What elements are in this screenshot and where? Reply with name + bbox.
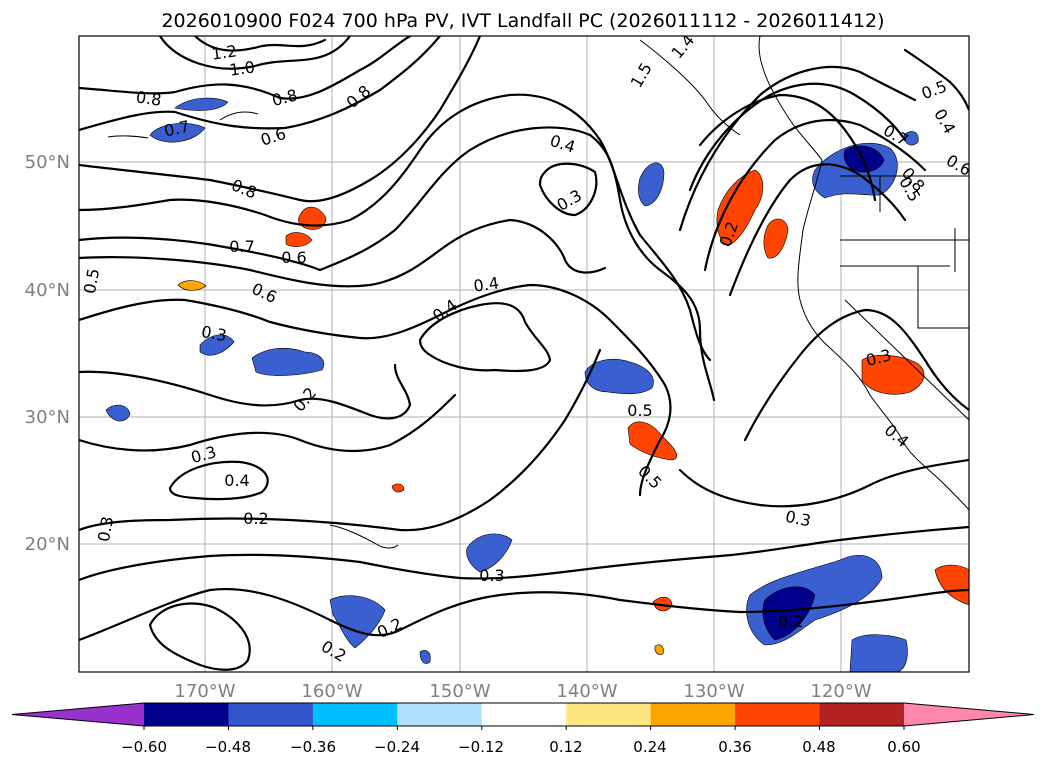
pc-positive-region bbox=[298, 206, 327, 230]
contour-label: 0.8 bbox=[135, 87, 163, 109]
pc-positive-region bbox=[654, 644, 664, 655]
colorbar-tick-label: −0.24 bbox=[374, 738, 420, 756]
lat-label: 20°N bbox=[25, 534, 70, 555]
pc-negative-region bbox=[149, 122, 206, 143]
pc-negative-region bbox=[419, 650, 431, 664]
contour-label: 0.2 bbox=[243, 509, 268, 528]
colorbar-tick-label: −0.36 bbox=[290, 738, 336, 756]
lon-label: 150°W bbox=[429, 681, 490, 702]
colorbar-segment bbox=[228, 703, 314, 726]
coastlines bbox=[107, 36, 969, 549]
colorbar-tick-label: 0.36 bbox=[718, 738, 751, 756]
contour-label: 0.7 bbox=[162, 117, 191, 141]
lon-label: 120°W bbox=[810, 681, 871, 702]
pc-negative-region bbox=[174, 97, 229, 111]
latitude-labels: 50°N 40°N 30°N 20°N bbox=[25, 152, 70, 555]
lat-label: 40°N bbox=[25, 280, 70, 301]
lon-label: 170°W bbox=[174, 681, 235, 702]
contour-label: 0.7 bbox=[229, 237, 254, 256]
pc-positive-region bbox=[716, 169, 764, 247]
colorbar-tick-label: −0.48 bbox=[205, 738, 251, 756]
pc-positive-region bbox=[763, 218, 789, 259]
pc-negative-region bbox=[903, 131, 919, 146]
colorbar-segment bbox=[819, 703, 905, 726]
colorbar-segment bbox=[481, 703, 567, 726]
colorbar-tick-label: −0.60 bbox=[121, 738, 167, 756]
colorbar-segment bbox=[735, 703, 821, 726]
contour-label: 1.0 bbox=[228, 57, 256, 79]
map-frame bbox=[78, 35, 970, 673]
pc-negative-region bbox=[638, 162, 665, 207]
map-panel: 1.2 1.0 0.8 0.8 0.8 0.7 0.6 0.8 0.7 0.6 … bbox=[78, 35, 970, 673]
pc-negative-region bbox=[584, 359, 654, 395]
pc-negative-region bbox=[843, 145, 885, 173]
colorbar-tick-label: 0.48 bbox=[802, 738, 835, 756]
pc-positive-region bbox=[861, 354, 925, 395]
colorbar-segment bbox=[397, 703, 483, 726]
lat-label: 50°N bbox=[25, 152, 70, 173]
colorbar-tick-label: 0.24 bbox=[633, 738, 666, 756]
pc-shading bbox=[105, 97, 969, 672]
colorbar-extend-high bbox=[903, 703, 1034, 726]
lat-label: 30°N bbox=[25, 407, 70, 428]
colorbar-tick-label: −0.12 bbox=[458, 738, 504, 756]
map-title: 2026010900 F024 700 hPa PV, IVT Landfall… bbox=[161, 10, 884, 32]
lon-label: 160°W bbox=[301, 681, 362, 702]
contour-label: 0.5 bbox=[80, 267, 103, 295]
colorbar-segments bbox=[11, 702, 1035, 730]
contour-label: 0.3 bbox=[200, 322, 228, 345]
pc-negative-region bbox=[105, 404, 131, 422]
contour-label: 0.3 bbox=[479, 566, 504, 585]
colorbar-segment bbox=[144, 703, 229, 726]
colorbar-tick-label: 0.60 bbox=[887, 738, 920, 756]
contour-label: 0.4 bbox=[472, 273, 500, 295]
pc-negative-region bbox=[849, 634, 908, 672]
lon-label: 140°W bbox=[556, 681, 617, 702]
pc-negative-region bbox=[762, 586, 816, 641]
pc-positive-region bbox=[177, 280, 207, 291]
pc-negative-region bbox=[251, 347, 325, 376]
pc-negative-region bbox=[466, 533, 513, 573]
contour-label: 0.2 bbox=[778, 612, 803, 631]
colorbar-tick-labels: −0.60 −0.48 −0.36 −0.24 −0.12 0.12 0.24 … bbox=[121, 738, 921, 756]
contour-label: 0.3 bbox=[94, 515, 117, 543]
contour-label: 0.4 bbox=[224, 471, 249, 490]
longitude-labels: 170°W 160°W 150°W 140°W 130°W 120°W bbox=[174, 681, 871, 702]
pc-negative-region bbox=[329, 595, 386, 649]
pc-positive-region bbox=[285, 232, 313, 247]
colorbar-segment bbox=[566, 703, 652, 726]
pc-negative-region bbox=[199, 334, 235, 356]
pc-positive-region bbox=[627, 421, 677, 461]
contour-label: 0.5 bbox=[627, 401, 652, 420]
contour-label: 0.6 bbox=[281, 248, 306, 267]
pc-positive-region bbox=[391, 483, 405, 493]
colorbar-tick-label: 0.12 bbox=[549, 738, 582, 756]
lon-label: 130°W bbox=[683, 681, 744, 702]
pc-positive-region bbox=[934, 564, 969, 606]
contour-label: 1.2 bbox=[210, 41, 238, 63]
map-gridlines bbox=[79, 36, 969, 672]
colorbar: −0.60 −0.48 −0.36 −0.24 −0.12 0.12 0.24 … bbox=[11, 702, 1035, 756]
pv-contours bbox=[79, 36, 969, 671]
contour-label: 0.3 bbox=[784, 507, 813, 531]
colorbar-extend-low bbox=[12, 703, 144, 726]
colorbar-segment bbox=[312, 703, 398, 726]
colorbar-segment bbox=[650, 703, 736, 726]
